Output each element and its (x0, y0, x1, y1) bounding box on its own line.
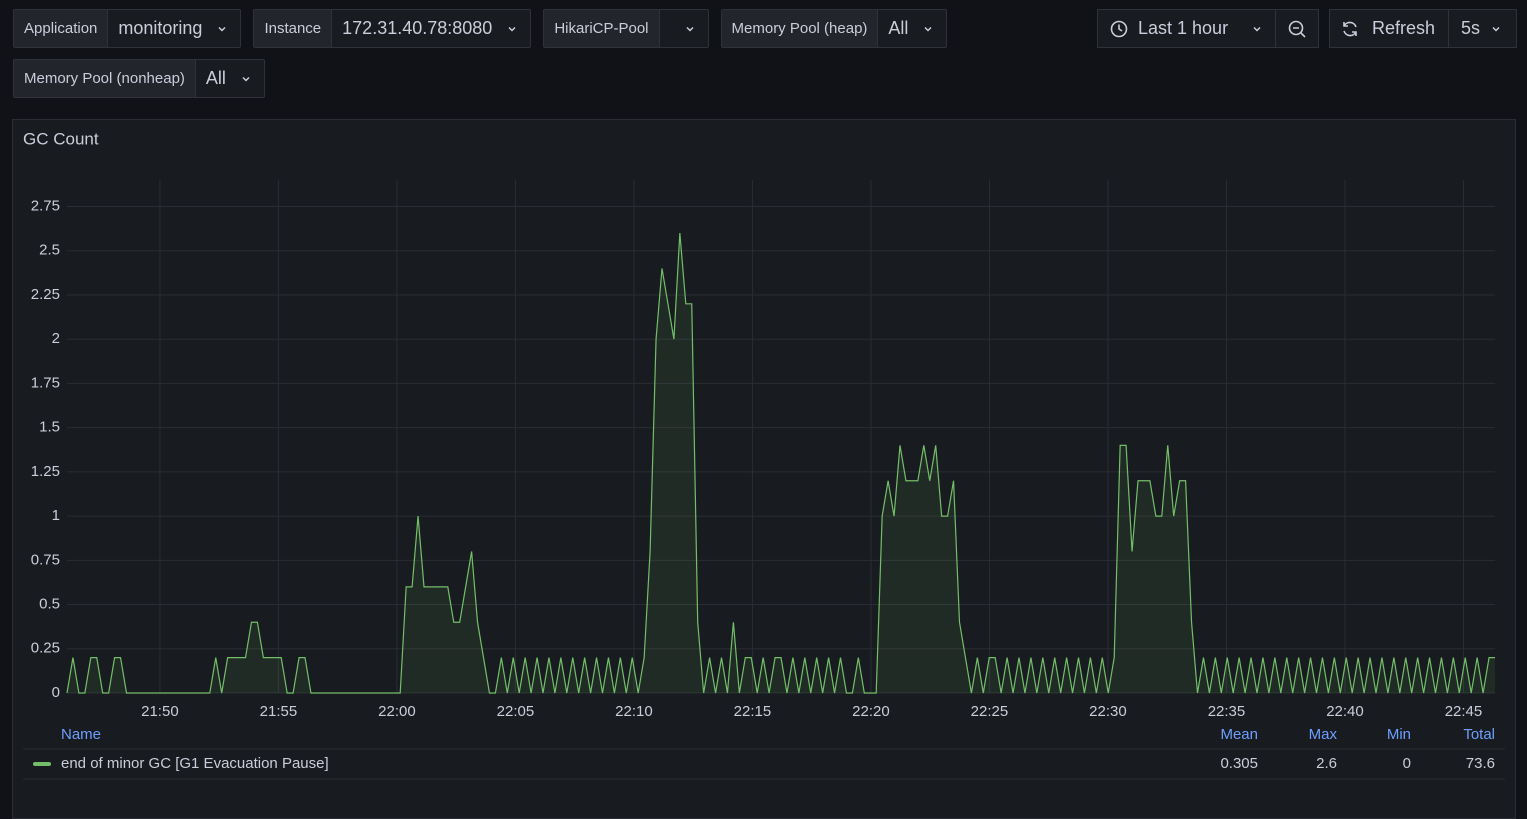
x-tick-label: 22:40 (1326, 703, 1364, 720)
x-tick-label: 22:45 (1445, 703, 1483, 720)
variable[interactable]: Memory Pool (nonheap) All (13, 59, 265, 98)
zoom-out[interactable] (1276, 19, 1318, 39)
chevron (685, 26, 694, 32)
variable-value: All (205, 68, 226, 88)
panel-title: GC Count (23, 129, 99, 148)
legend-stat: 0 (1403, 755, 1411, 772)
x-tick-label: 22:30 (1089, 703, 1127, 720)
refresh-interval[interactable]: 5s (1449, 18, 1516, 39)
variable[interactable]: Instance 172.31.40.78:8080 (253, 9, 532, 48)
refresh-icon (1343, 21, 1357, 36)
x-tick-label: 21:55 (260, 703, 298, 720)
variable-value: All (888, 18, 909, 38)
chevron (218, 26, 226, 32)
legend-header: Max (1309, 726, 1338, 743)
y-tick-label: 1.75 (31, 374, 60, 391)
time-range[interactable]: Last 1 hour (1098, 10, 1276, 47)
page: Application monitoring Instance 172.31.40.7… (12, 9, 1517, 819)
y-tick-label: 1 (52, 507, 60, 524)
legend-stat: 2.6 (1316, 755, 1337, 772)
chevron (1492, 26, 1500, 32)
legend-header: Name (61, 726, 101, 743)
variable-select[interactable]: monitoring (108, 10, 240, 47)
y-tick-label: 2.5 (39, 242, 60, 259)
series-line (66, 233, 1495, 694)
variable-label: Memory Pool (nonheap) (14, 60, 196, 97)
x-tick-label: 21:50 (141, 703, 179, 720)
variable-label: Application (14, 10, 109, 47)
chevron (508, 26, 516, 32)
clock-icon (1110, 20, 1128, 37)
y-tick-label: 1.5 (39, 419, 60, 436)
chevron (924, 26, 932, 32)
x-tick-label: 22:25 (971, 703, 1009, 720)
variable-value: monitoring (118, 18, 203, 38)
x-tick-label: 22:00 (378, 703, 416, 720)
x-tick-label: 22:35 (1208, 703, 1246, 720)
variable-label: Instance (254, 10, 333, 47)
variable-value: 172.31.40.78:8080 (342, 18, 493, 38)
variable-select[interactable] (660, 10, 708, 47)
legend-header: Mean (1220, 726, 1258, 743)
legend-stat: 73.6 (1466, 755, 1495, 772)
x-tick-label: 22:05 (497, 703, 535, 720)
chevron (242, 76, 250, 82)
y-tick-label: 2 (52, 330, 60, 347)
area-fill (67, 233, 1495, 693)
legend-header: Min (1387, 726, 1411, 743)
legend-stat: 0.305 (1220, 755, 1258, 772)
chevron (1253, 26, 1261, 32)
chart: GC Count 0 0.25 0.5 0.75 1 1.25 1.5 1.75 2 2.25 2.… (23, 129, 1505, 780)
y-tick-label: 2.25 (31, 286, 60, 303)
y-tick-label: 0.5 (39, 596, 60, 613)
time-picker[interactable]: Last 1 hour (1097, 9, 1319, 48)
variable[interactable]: HikariCP-Pool (543, 9, 709, 48)
time-range-label: Last 1 hour (1138, 18, 1229, 38)
x-tick-label: 22:20 (852, 703, 890, 720)
x-tick-label: 22:10 (615, 703, 653, 720)
y-tick-label: 1.25 (31, 463, 60, 480)
refresh-picker[interactable]: Refresh 5s (1329, 9, 1517, 48)
legend-header: Total (1463, 726, 1495, 743)
y-tick-label: 0 (52, 684, 60, 701)
panel (12, 119, 1516, 819)
refresh-interval-label: 5s (1461, 18, 1481, 38)
variable-select[interactable]: All (196, 60, 264, 97)
legend-name: end of minor GC [G1 Evacuation Pause] (61, 755, 329, 772)
variables-bar: Application monitoring Instance 172.31.40.7… (13, 9, 1013, 98)
variable[interactable]: Application monitoring (13, 9, 242, 48)
y-tick-label: 2.75 (31, 198, 60, 215)
y-tick-label: 0.25 (31, 640, 60, 657)
legend-swatch (33, 762, 51, 766)
zoom-icon (1288, 20, 1306, 38)
variable-label: HikariCP-Pool (544, 10, 660, 47)
y-tick-label: 0.75 (31, 551, 60, 568)
variable-label: Memory Pool (heap) (721, 10, 879, 47)
variable[interactable]: Memory Pool (heap) All (720, 9, 948, 48)
refresh-button[interactable]: Refresh (1330, 10, 1449, 47)
variable-select[interactable]: 172.31.40.78:8080 (332, 10, 530, 47)
variable-select[interactable]: All (878, 10, 946, 47)
refresh-label: Refresh (1372, 18, 1436, 38)
x-tick-label: 22:15 (734, 703, 772, 720)
